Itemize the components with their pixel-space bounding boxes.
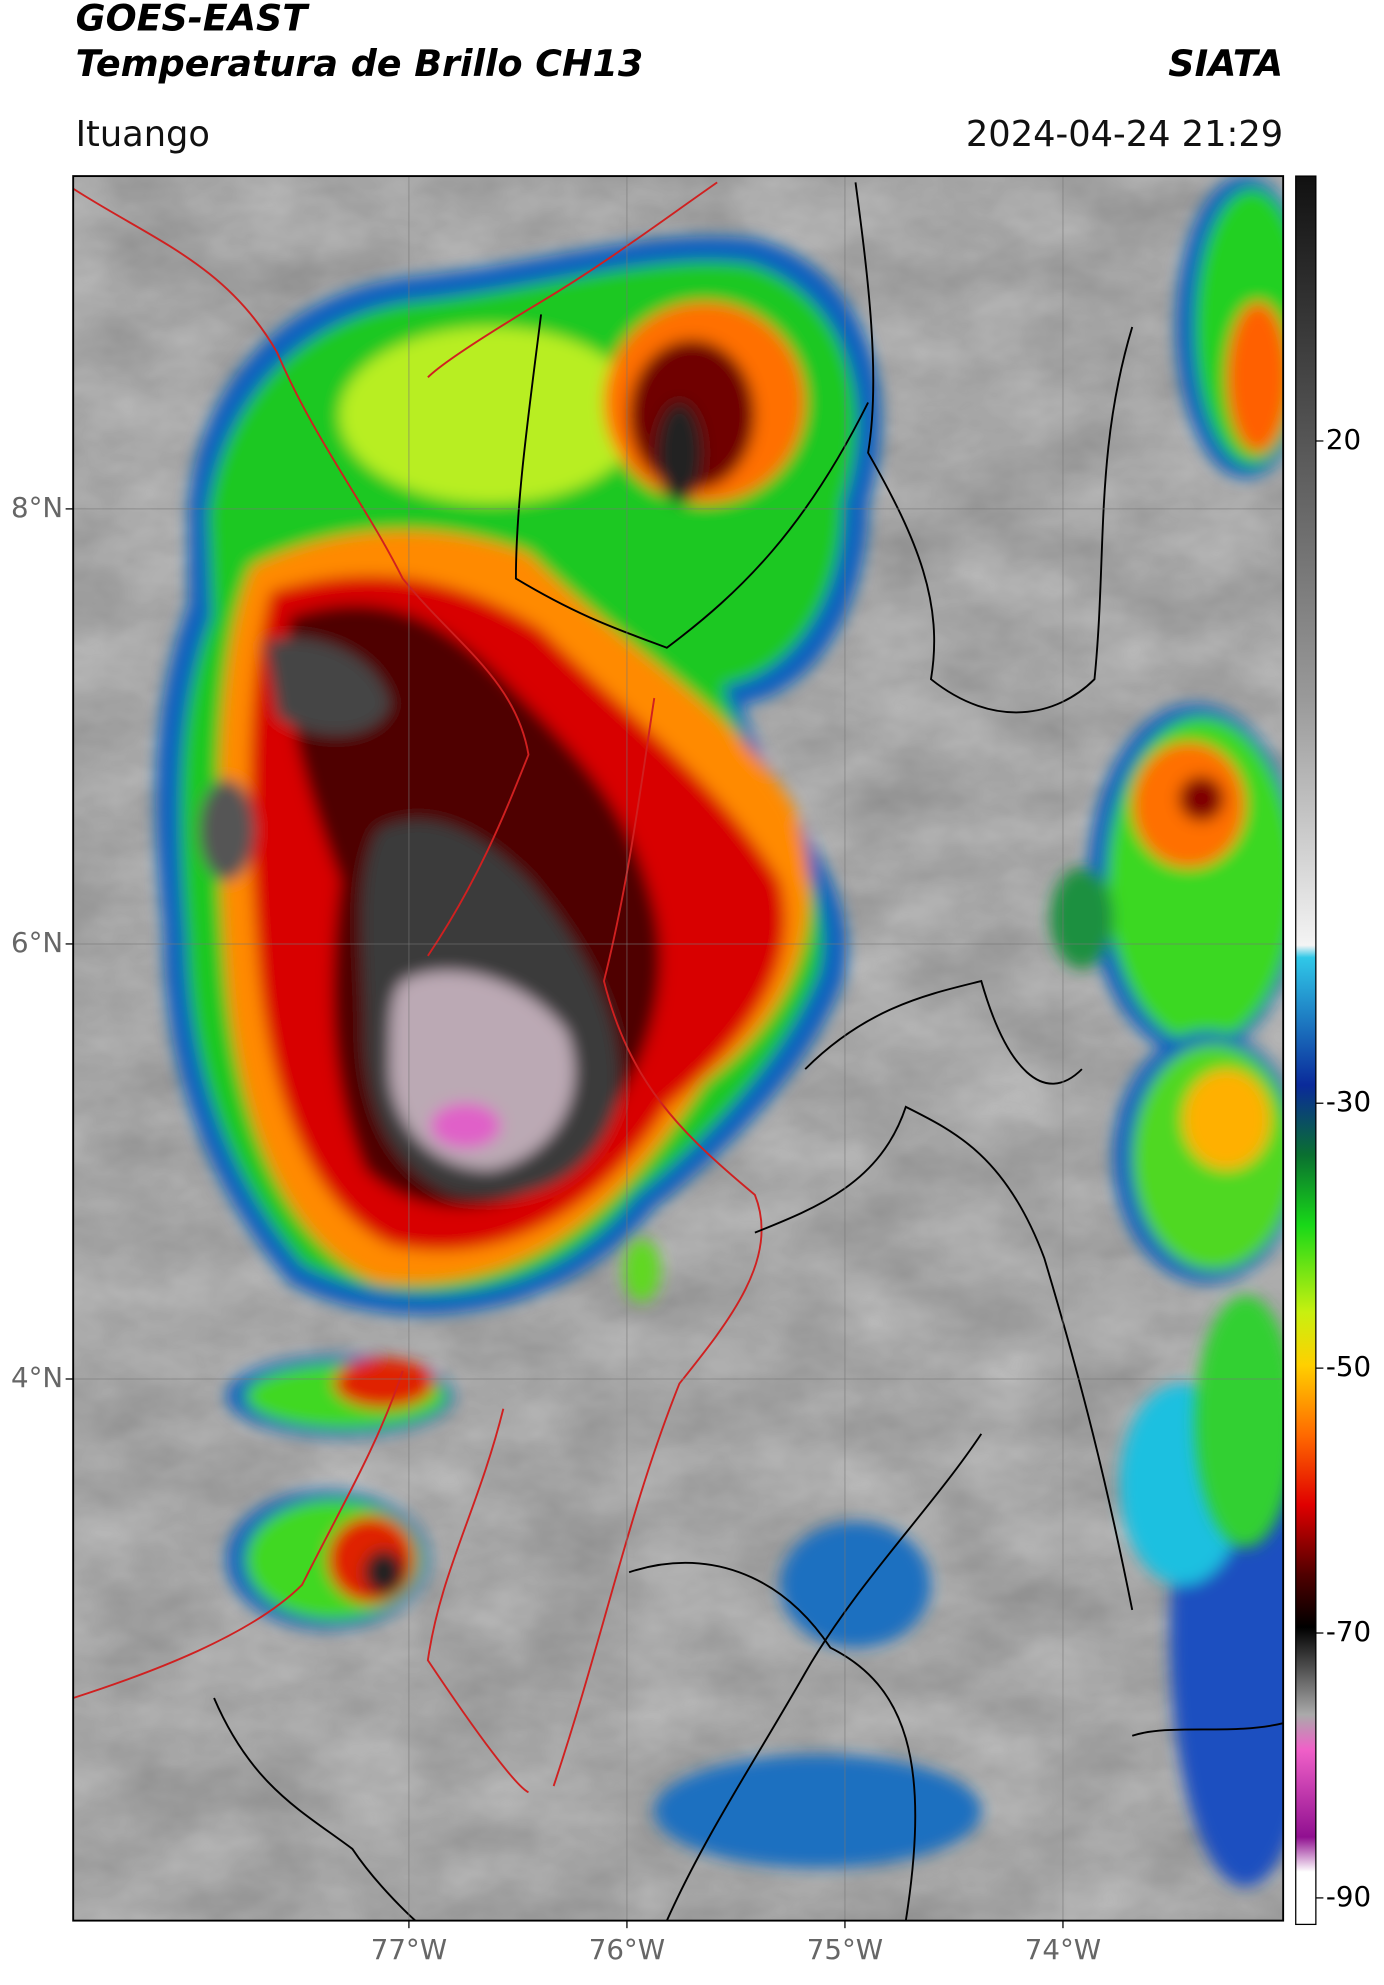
colorbar-tick-label: -90 [1326,1880,1371,1913]
timestamp: 2024-04-24 21:29 [966,114,1283,155]
borders [73,181,1284,1921]
lat-tick-label: 4°N [11,1361,63,1394]
lat-tick-label: 6°N [11,926,63,959]
graticule [73,176,1284,1921]
lon-tick-label: 74°W [1025,1933,1101,1966]
lon-tick-label: 75°W [807,1933,883,1966]
colorbar-tick-label: -30 [1326,1085,1371,1118]
colorbar-tick-label: 20 [1326,423,1361,456]
title-line2: Temperatura de Brillo CH13 [76,42,644,85]
lon-tick-label: 77°W [371,1933,447,1966]
satellite-image [73,176,1284,1921]
title-line1: GOES-EAST [76,0,311,40]
lon-tick-label: 76°W [589,1933,665,1966]
location: Ituango [76,114,210,155]
map-frame [72,175,1285,1922]
colorbar [1295,175,1317,1926]
lat-tick-label: 8°N [11,491,63,524]
organization: SIATA [1168,42,1283,85]
colorbar-tick-label: -70 [1326,1615,1371,1648]
colorbar-tick-label: -50 [1326,1350,1371,1383]
